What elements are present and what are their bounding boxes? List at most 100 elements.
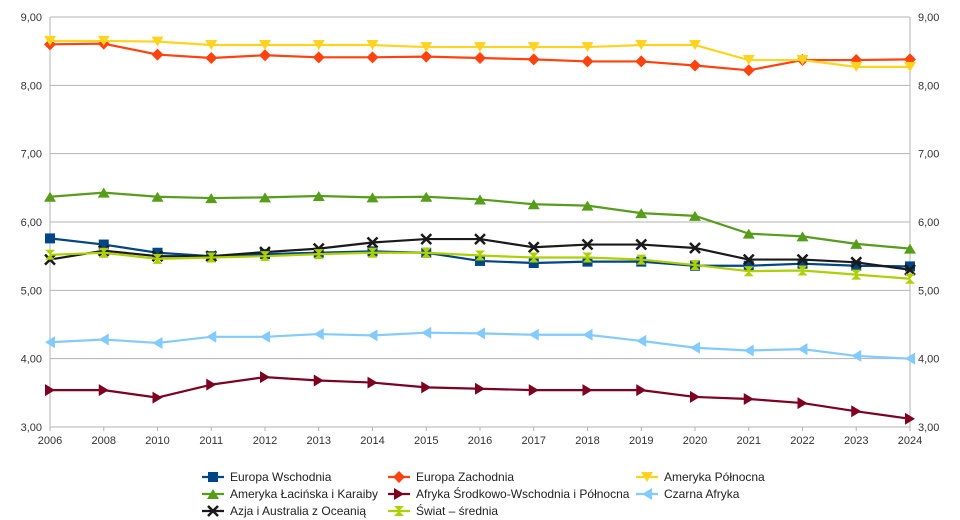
data-point (367, 376, 378, 389)
data-point (690, 390, 700, 403)
data-point (582, 252, 593, 263)
data-point (581, 55, 594, 68)
x-tick-label: 2022 (790, 435, 814, 447)
data-point (527, 53, 540, 66)
y-tick-label-left: 9,00 (21, 12, 42, 24)
y-tick-label-right: 9,00 (918, 12, 939, 24)
series-4 (45, 371, 915, 425)
data-point (97, 35, 110, 46)
data-point (366, 192, 379, 203)
data-point (635, 238, 648, 251)
data-point (635, 208, 648, 219)
data-point (312, 51, 325, 64)
x-tick-label: 2015 (414, 435, 438, 447)
legend-label: Afryka Środkowo-Wschodnia i Północna (416, 486, 630, 501)
x-tick-label: 2011 (199, 435, 223, 447)
y-tick-label-left: 3,00 (21, 422, 42, 434)
gridlines (50, 16, 910, 428)
data-point (527, 241, 540, 254)
legend-item: Azja i Australia z Oceanią (202, 504, 366, 518)
data-point (796, 253, 809, 266)
data-point (98, 333, 109, 346)
data-point (797, 343, 808, 356)
legend-label: Czarna Afryka (664, 487, 740, 501)
x-tick-label: 2016 (468, 435, 492, 447)
data-point (905, 352, 915, 365)
legend-label: Ameryka Północna (664, 470, 765, 484)
data-point (582, 328, 593, 341)
data-point (581, 42, 594, 53)
data-point (312, 191, 325, 202)
data-point (421, 381, 432, 394)
legend: Europa Wschodnia Europa Zachodnia Ameryka … (202, 470, 765, 518)
y-tick-label-right: 8,00 (918, 80, 939, 92)
data-point (581, 200, 594, 211)
data-point (689, 59, 701, 72)
data-point (152, 391, 163, 404)
data-point (851, 260, 862, 271)
legend-item: Świat – średnia (388, 503, 498, 518)
data-point (905, 261, 915, 272)
data-point (366, 51, 379, 64)
data-point (152, 336, 163, 349)
data-point (312, 40, 325, 51)
series-3 (44, 187, 916, 254)
legend-item: Europa Wschodnia (202, 470, 332, 484)
data-point (366, 40, 379, 51)
data-point (742, 55, 755, 66)
data-point (743, 260, 754, 271)
data-point (205, 193, 218, 204)
y-tick-label-right: 3,00 (918, 422, 939, 434)
data-point (528, 328, 539, 341)
series-7 (45, 247, 915, 284)
data-point (636, 334, 647, 347)
x-tick-label: 2008 (92, 435, 116, 447)
data-point (475, 382, 485, 395)
data-point (742, 253, 755, 266)
data-point (98, 247, 109, 258)
data-point (851, 349, 862, 362)
legend-marker (207, 505, 219, 517)
data-point (367, 247, 378, 258)
data-point (312, 242, 325, 255)
y-tick-label-left: 6,00 (21, 217, 42, 229)
data-point (904, 243, 916, 254)
series-lines (44, 35, 916, 425)
legend-label: Europa Zachodnia (416, 470, 514, 484)
x-tick-label: 2024 (898, 435, 922, 447)
data-point (527, 42, 540, 53)
data-point (475, 250, 485, 261)
data-point (904, 61, 916, 72)
data-point (904, 263, 916, 276)
data-point (45, 384, 55, 397)
data-point (742, 228, 755, 239)
data-point (98, 239, 109, 250)
data-point (420, 50, 433, 63)
data-point (205, 40, 218, 51)
data-point (152, 247, 163, 258)
x-tick-label: 2006 (38, 435, 62, 447)
series-5 (45, 326, 915, 365)
data-point (689, 242, 701, 254)
data-point (97, 187, 110, 198)
x-tick-label: 2020 (683, 435, 707, 447)
legend-marker (207, 489, 219, 499)
data-point (905, 412, 915, 425)
data-point (582, 384, 593, 397)
legend-marker (394, 488, 404, 500)
data-point (635, 40, 648, 51)
data-point (45, 249, 55, 260)
data-point (850, 238, 863, 249)
legend-label: Ameryka Łacińska i Karaiby (230, 487, 378, 501)
data-point (636, 254, 647, 265)
data-point (743, 392, 754, 405)
data-point (152, 253, 163, 264)
series-line (50, 376, 911, 420)
legend-marker (208, 472, 218, 482)
data-point (905, 273, 915, 284)
x-tick-label: 2012 (253, 435, 277, 447)
legend-marker (394, 506, 404, 516)
data-point (313, 328, 324, 341)
